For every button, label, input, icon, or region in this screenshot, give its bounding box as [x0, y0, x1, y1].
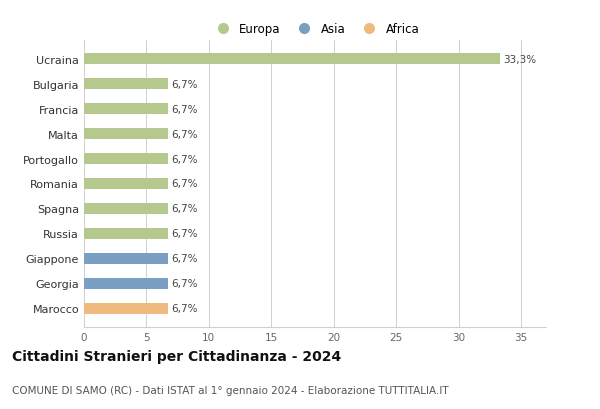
Text: 6,7%: 6,7%: [172, 104, 198, 115]
Text: 33,3%: 33,3%: [503, 54, 536, 65]
Bar: [84, 104, 167, 115]
Text: COMUNE DI SAMO (RC) - Dati ISTAT al 1° gennaio 2024 - Elaborazione TUTTITALIA.IT: COMUNE DI SAMO (RC) - Dati ISTAT al 1° g…: [12, 384, 449, 395]
Text: Cittadini Stranieri per Cittadinanza - 2024: Cittadini Stranieri per Cittadinanza - 2…: [12, 349, 341, 363]
Legend: Europa, Asia, Africa: Europa, Asia, Africa: [206, 18, 424, 40]
Text: 6,7%: 6,7%: [172, 129, 198, 139]
Text: 6,7%: 6,7%: [172, 204, 198, 214]
Bar: [84, 228, 167, 239]
Text: 6,7%: 6,7%: [172, 279, 198, 289]
Bar: [84, 54, 500, 65]
Text: 6,7%: 6,7%: [172, 303, 198, 314]
Text: 6,7%: 6,7%: [172, 79, 198, 90]
Bar: [84, 303, 167, 314]
Bar: [84, 278, 167, 289]
Bar: [84, 178, 167, 190]
Bar: [84, 129, 167, 140]
Text: 6,7%: 6,7%: [172, 254, 198, 264]
Text: 6,7%: 6,7%: [172, 179, 198, 189]
Bar: [84, 79, 167, 90]
Bar: [84, 203, 167, 215]
Bar: [84, 253, 167, 264]
Bar: [84, 153, 167, 165]
Text: 6,7%: 6,7%: [172, 229, 198, 239]
Text: 6,7%: 6,7%: [172, 154, 198, 164]
